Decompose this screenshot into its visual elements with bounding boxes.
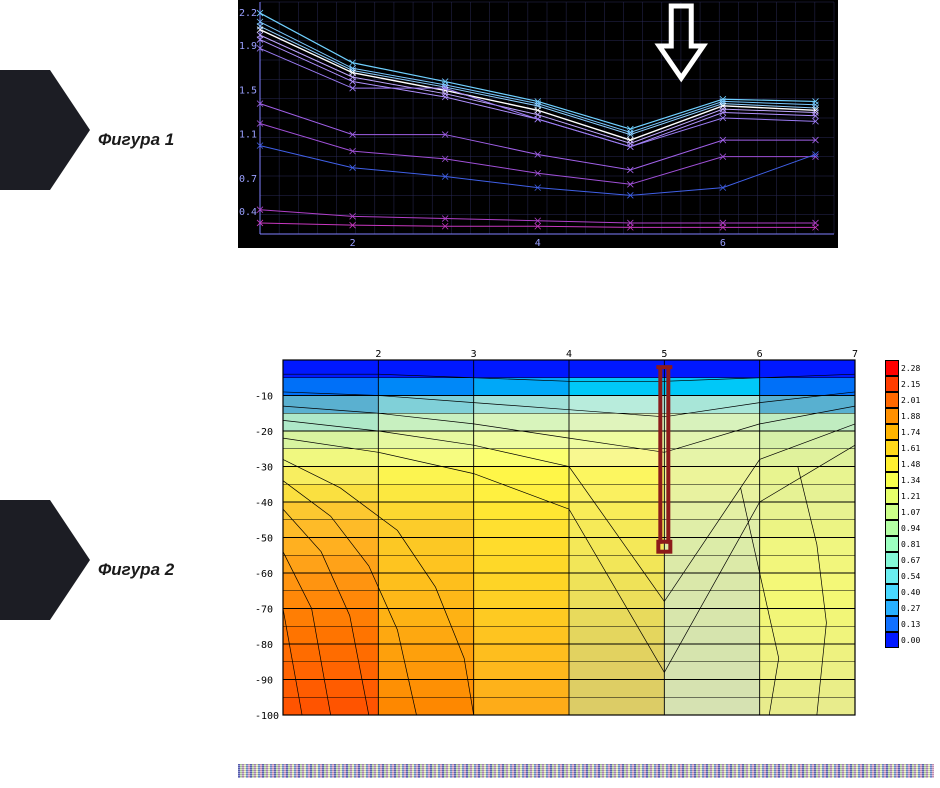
- svg-text:4: 4: [566, 349, 572, 360]
- svg-text:-60: -60: [255, 569, 273, 580]
- scale-swatch: [885, 616, 899, 632]
- svg-text:-30: -30: [255, 463, 273, 474]
- scale-value: 0.81: [901, 540, 920, 549]
- figure1-tag: [0, 70, 50, 190]
- scale-value: 0.00: [901, 636, 920, 645]
- scale-swatch: [885, 440, 899, 456]
- scale-value: 2.28: [901, 364, 920, 373]
- scale-value: 0.94: [901, 524, 920, 533]
- scale-value: 0.40: [901, 588, 920, 597]
- svg-text:-40: -40: [255, 498, 273, 509]
- svg-text:-80: -80: [255, 640, 273, 651]
- scale-value: 0.54: [901, 572, 920, 581]
- scale-swatch: [885, 632, 899, 648]
- scale-value: 2.15: [901, 380, 920, 389]
- scale-swatch: [885, 456, 899, 472]
- scale-swatch: [885, 488, 899, 504]
- scale-value: 1.21: [901, 492, 920, 501]
- scale-swatch: [885, 472, 899, 488]
- svg-text:2: 2: [375, 349, 381, 360]
- svg-text:0.4: 0.4: [239, 207, 257, 218]
- svg-text:3: 3: [471, 349, 477, 360]
- svg-text:5: 5: [661, 349, 667, 360]
- svg-text:-10: -10: [255, 392, 273, 403]
- figure2-color-scale: 2.28 2.15 2.01 1.88 1.74 1.61 1.48 1.34 1.21 1.07…: [885, 360, 920, 648]
- page-root: Фигура 1 0.40.71.11.51.92.2246 Фигура 2 …: [0, 0, 940, 788]
- svg-text:6: 6: [757, 349, 763, 360]
- scale-swatch: [885, 376, 899, 392]
- scale-swatch: [885, 552, 899, 568]
- scale-value: 1.48: [901, 460, 920, 469]
- svg-text:4: 4: [535, 238, 541, 248]
- scale-swatch: [885, 520, 899, 536]
- scale-swatch: [885, 360, 899, 376]
- scale-swatch: [885, 392, 899, 408]
- scale-value: 1.34: [901, 476, 920, 485]
- svg-text:1.5: 1.5: [239, 85, 257, 96]
- scale-value: 1.88: [901, 412, 920, 421]
- figure2-svg: 2 3 4 5 6 7 -10 -20 -30 -40 -50 -60 -70 -80 -90 -100: [238, 348, 934, 730]
- scale-value: 1.61: [901, 444, 920, 453]
- svg-text:6: 6: [720, 238, 726, 248]
- figure1-label: Фигура 1: [98, 130, 174, 150]
- scale-value: 0.67: [901, 556, 920, 565]
- scale-value: 0.27: [901, 604, 920, 613]
- figure2-contour-chart: 2 3 4 5 6 7 -10 -20 -30 -40 -50 -60 -70 -80 -90 -100: [238, 348, 934, 730]
- svg-text:1.1: 1.1: [239, 130, 257, 141]
- figure2-tag: [0, 500, 50, 620]
- scale-value: 1.07: [901, 508, 920, 517]
- svg-text:-70: -70: [255, 605, 273, 616]
- scale-swatch: [885, 584, 899, 600]
- figure1-line-chart: 0.4 0.7 1.1 1.5 1.9 2.2 2 4 6: [238, 0, 838, 248]
- svg-text:2: 2: [350, 238, 356, 248]
- scale-swatch: [885, 536, 899, 552]
- figure1-svg: 0.4 0.7 1.1 1.5 1.9 2.2 2 4 6: [238, 0, 838, 248]
- svg-text:-100: -100: [255, 711, 279, 722]
- noise-strip: [238, 764, 934, 778]
- scale-swatch: [885, 424, 899, 440]
- svg-text:-50: -50: [255, 534, 273, 545]
- scale-value: 2.01: [901, 396, 920, 405]
- scale-swatch: [885, 408, 899, 424]
- figure2-label: Фигура 2: [98, 560, 174, 580]
- svg-text:7: 7: [852, 349, 858, 360]
- scale-swatch: [885, 600, 899, 616]
- scale-swatch: [885, 568, 899, 584]
- svg-text:-20: -20: [255, 427, 273, 438]
- svg-text:2.2: 2.2: [239, 8, 257, 19]
- scale-value: 0.13: [901, 620, 920, 629]
- svg-text:-90: -90: [255, 676, 273, 687]
- scale-value: 1.74: [901, 428, 920, 437]
- svg-text:1.9: 1.9: [239, 41, 257, 52]
- svg-text:0.7: 0.7: [239, 174, 257, 185]
- scale-swatch: [885, 504, 899, 520]
